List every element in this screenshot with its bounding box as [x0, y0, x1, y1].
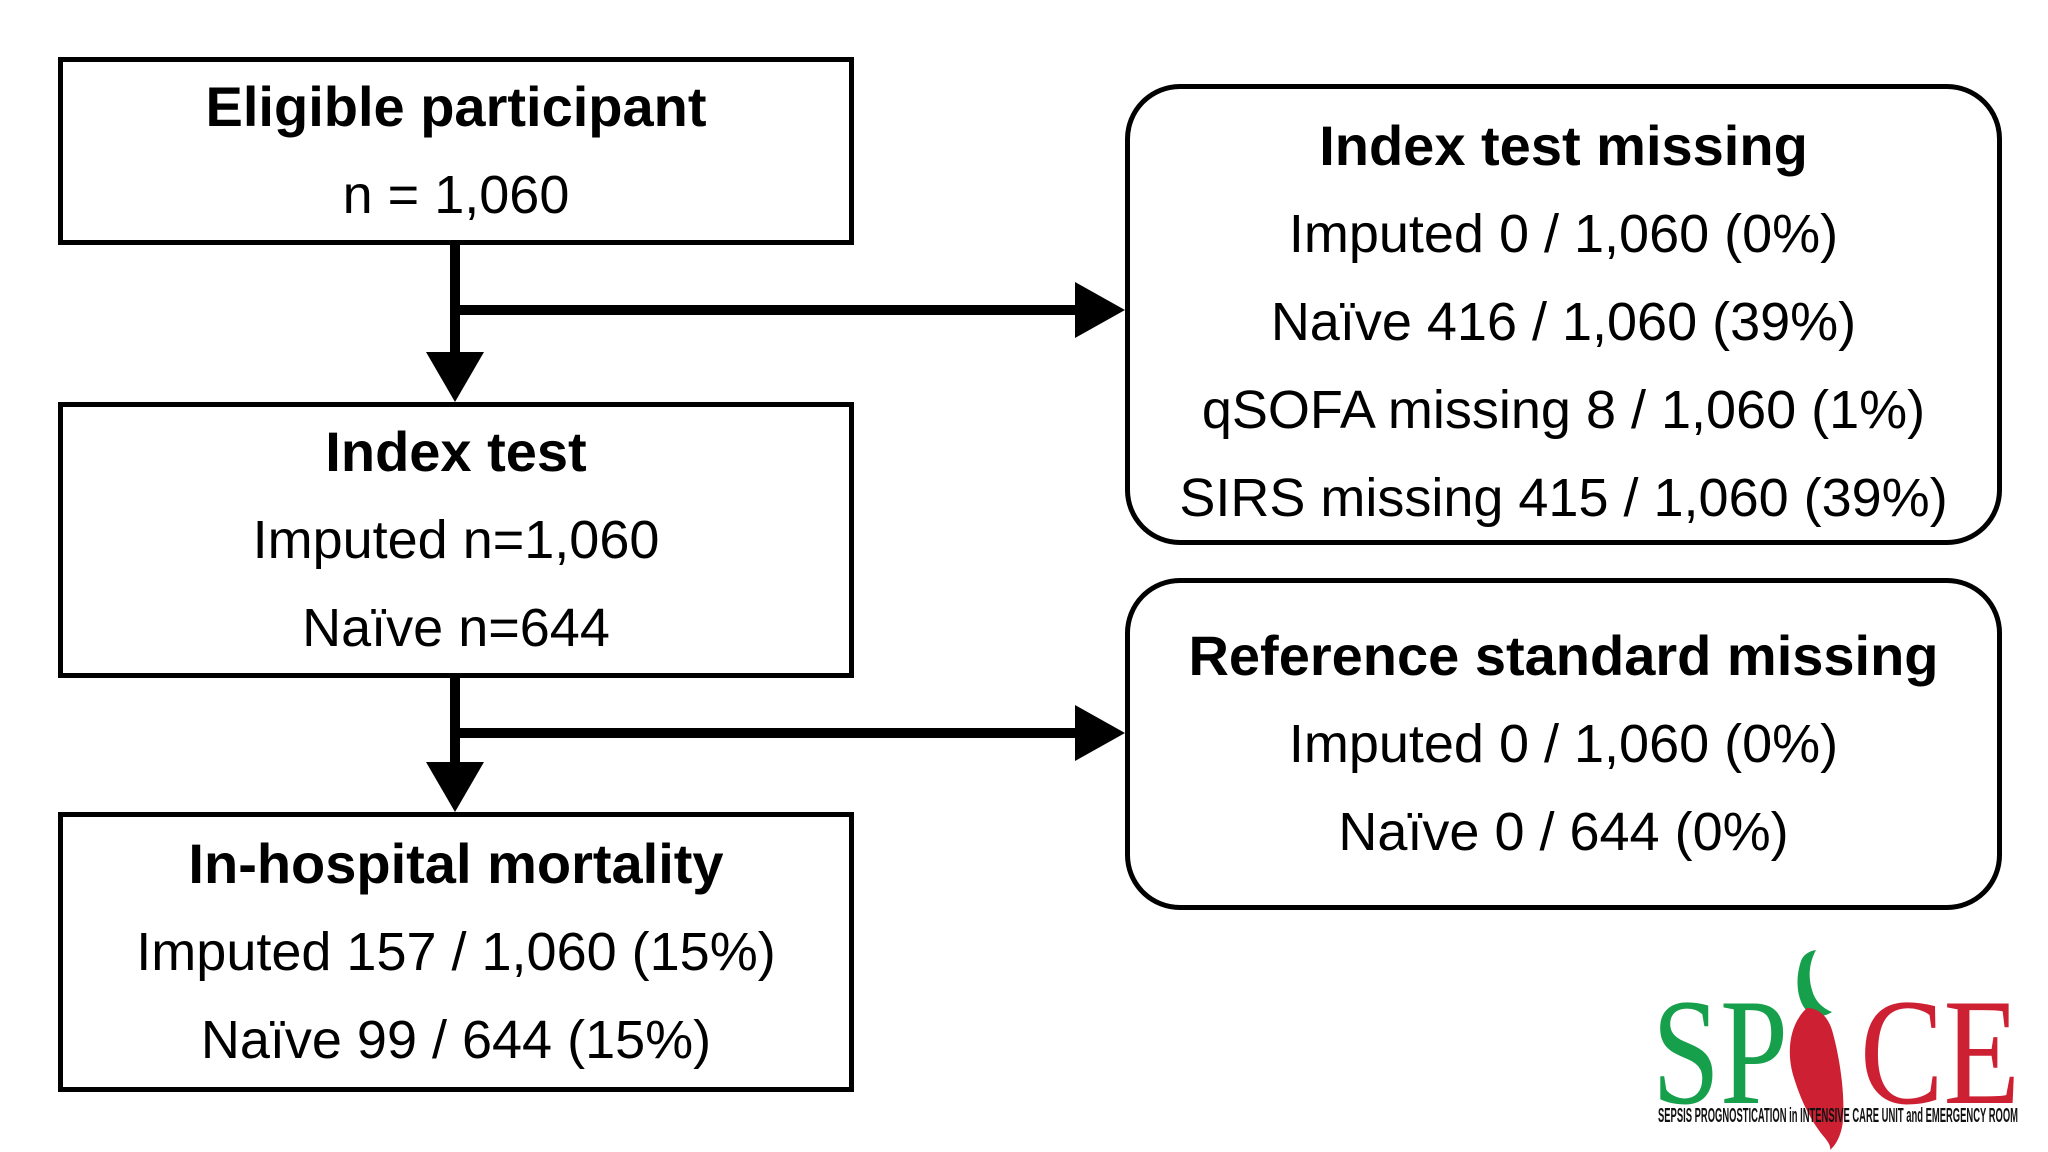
box-title: In-hospital mortality — [188, 832, 724, 895]
box-line: Naïve 416 / 1,060 (39%) — [1270, 291, 1857, 352]
box-title: Eligible participant — [205, 75, 707, 138]
arrow-line — [450, 243, 460, 355]
chili-pepper-icon — [1789, 950, 1844, 1150]
chili-stem — [1797, 950, 1832, 1017]
box-line: Imputed 157 / 1,060 (15%) — [136, 922, 776, 982]
box-title: Index test — [325, 420, 587, 483]
arrow-branch-reference-missing — [450, 705, 1125, 761]
box-index-test: Index test Imputed n=1,060 Naïve n=644 — [58, 402, 854, 678]
box-line: Imputed 0 / 1,060 (0%) — [1288, 203, 1839, 264]
logo-tagline: SEPSIS PROGNOSTICATION in INTENSIVE CARE… — [1658, 1104, 2018, 1127]
arrow-eligible-to-index — [426, 243, 484, 402]
box-in-hospital-mortality: In-hospital mortality Imputed 157 / 1,06… — [58, 812, 854, 1092]
arrow-line — [450, 678, 460, 764]
spice-logo: SP CE SEPSIS PROGNOSTICATION in INTENSIV… — [1650, 950, 2026, 1152]
arrow-right-icon — [1075, 705, 1125, 761]
chili-body — [1789, 1008, 1844, 1150]
box-line: Naïve 0 / 644 (0%) — [1338, 802, 1789, 862]
box-line: Naïve 99 / 644 (15%) — [200, 1010, 712, 1070]
logo-text-sp: SP — [1652, 968, 1788, 1136]
box-line: qSOFA missing 8 / 1,060 (1%) — [1201, 379, 1926, 440]
arrow-right-icon — [1075, 282, 1125, 338]
arrow-branch-index-missing — [450, 282, 1125, 338]
box-line: SIRS missing 415 / 1,060 (39%) — [1179, 467, 1948, 528]
box-index-test-missing: Index test missing Imputed 0 / 1,060 (0%… — [1125, 84, 2002, 545]
arrow-index-to-mortality — [426, 678, 484, 812]
arrow-line — [450, 305, 1075, 315]
box-line: n = 1,060 — [342, 165, 570, 225]
box-line: Naïve n=644 — [302, 598, 610, 658]
box-eligible-participant: Eligible participant n = 1,060 — [58, 57, 854, 245]
arrow-down-icon — [426, 352, 484, 402]
box-line: Imputed 0 / 1,060 (0%) — [1288, 714, 1839, 774]
box-title: Reference standard missing — [1188, 624, 1939, 687]
logo-text-ce: CE — [1860, 968, 2020, 1136]
arrow-down-icon — [426, 762, 484, 812]
box-reference-standard-missing: Reference standard missing Imputed 0 / 1… — [1125, 578, 2002, 910]
arrow-line — [450, 728, 1075, 738]
box-title: Index test missing — [1319, 113, 1808, 177]
box-line: Imputed n=1,060 — [252, 510, 660, 570]
